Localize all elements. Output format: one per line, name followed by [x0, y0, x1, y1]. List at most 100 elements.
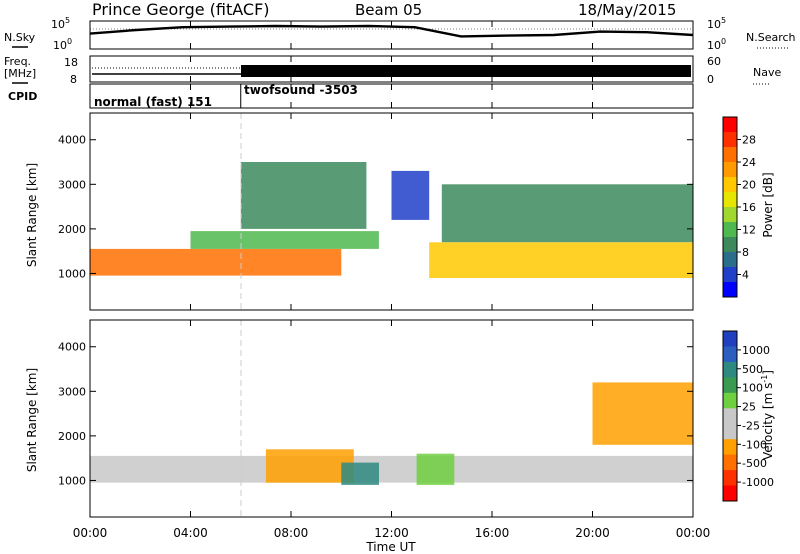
range-tick-label: 1000	[58, 267, 86, 280]
velocity-axis: 1000 2000 3000 4000	[58, 341, 693, 487]
colorbar-swatch	[723, 252, 737, 268]
nsearch-tick-low: 100	[707, 37, 726, 52]
nsky-tick-high: 105	[51, 16, 70, 31]
time-tick-label: 00:00	[676, 526, 711, 540]
freq-tick-high: 18	[64, 56, 78, 69]
range-tick-label: 4000	[58, 341, 86, 354]
freq-nave-block-twofsound	[241, 65, 691, 77]
colorbar-tick-label: 20	[742, 179, 756, 192]
time-axis-ticks: 00:00 04:00 08:00 12:00 16:00 20:00 00:00	[73, 21, 711, 540]
time-tick-label: 16:00	[475, 526, 510, 540]
power-panel: 1000 2000 3000 4000 Slant Range [km]	[25, 112, 694, 311]
nave-label: Nave	[753, 66, 781, 79]
range-tick-label: 1000	[58, 474, 86, 487]
colorbar-swatch	[723, 267, 737, 283]
heatmap-region	[592, 382, 693, 445]
heatmap-region	[240, 162, 367, 229]
colorbar-swatch	[723, 132, 737, 148]
colorbar-swatch	[723, 282, 737, 298]
colorbar-swatch	[723, 423, 737, 440]
colorbar-tick-label: -100	[742, 438, 767, 451]
power-data	[90, 162, 694, 278]
colorbar-tick-label: 24	[742, 156, 756, 169]
nave-tick-high: 60	[707, 55, 721, 68]
nsky-line	[89, 24, 694, 38]
heatmap-region	[90, 248, 342, 276]
freq-label-2: [MHz]	[4, 67, 36, 80]
time-axis-label: Time UT	[365, 540, 416, 554]
heatmap-region	[441, 184, 694, 243]
colorbar-tick-label: 500	[742, 363, 763, 376]
colorbar-tick-label: 100	[742, 382, 763, 395]
colorbar-swatch	[723, 331, 737, 347]
nsearch-tick-high: 105	[707, 16, 726, 31]
heatmap-region	[416, 453, 455, 485]
range-tick-label: 4000	[58, 134, 86, 147]
range-tick-label: 3000	[58, 385, 86, 398]
power-colorbar-label: Power [dB]	[761, 172, 775, 237]
colorbar-tick-label: 4	[742, 269, 749, 282]
colorbar-swatch	[723, 162, 737, 178]
freq-tick-low: 8	[70, 73, 77, 86]
colorbar-tick-label: -25	[742, 419, 760, 432]
station-title: Prince George (fitACF)	[92, 0, 270, 19]
colorbar-swatch	[723, 192, 737, 208]
colorbar-swatch	[723, 207, 737, 223]
colorbar-tick-label: 16	[742, 201, 756, 214]
time-tick-label: 00:00	[73, 526, 108, 540]
cpid-label: CPID	[8, 90, 37, 103]
colorbar-swatch	[723, 408, 737, 425]
colorbar-swatch	[723, 361, 737, 378]
colorbar-tick-label: -1000	[742, 476, 774, 489]
colorbar-swatch	[723, 117, 737, 133]
beam-title: Beam 05	[355, 1, 422, 19]
nsky-tick-low: 100	[53, 37, 72, 52]
power-colorbar: 28 24 20 16 12 8 4	[722, 116, 756, 298]
heatmap-region	[90, 455, 693, 483]
nsky-label: N.Sky	[4, 31, 36, 44]
power-axis: 1000 2000 3000 4000	[58, 134, 693, 280]
colorbar-swatch	[723, 485, 737, 502]
colorbar-swatch	[723, 392, 737, 409]
range-tick-label: 3000	[58, 178, 86, 191]
colorbar-tick-label: 25	[742, 401, 756, 414]
nsearch-label: N.Search	[746, 31, 796, 44]
date-title: 18/May/2015	[578, 1, 676, 19]
range-tick-label: 2000	[58, 430, 86, 443]
velocity-ylabel: Slant Range [km]	[25, 368, 39, 472]
freq-label-1: Freq.	[4, 55, 31, 68]
heatmap-region	[429, 242, 693, 278]
colorbar-tick-label: 1000	[742, 344, 770, 357]
time-tick-label: 20:00	[575, 526, 610, 540]
colorbar-swatch	[723, 222, 737, 238]
time-tick-label: 08:00	[274, 526, 309, 540]
heatmap-region	[265, 449, 354, 483]
cpid-segment-normal: normal (fast) 151	[94, 95, 212, 109]
colorbar-swatch	[723, 377, 737, 394]
time-tick-label: 12:00	[374, 526, 409, 540]
colorbar-tick-label: -500	[742, 457, 767, 470]
colorbar-swatch	[723, 237, 737, 253]
colorbar-swatch	[723, 439, 737, 456]
velocity-panel: 1000 2000 3000 4000 Slant Range [km]	[25, 319, 694, 518]
colorbar-swatch	[723, 346, 737, 363]
colorbar-tick-label: 8	[742, 246, 749, 259]
colorbar-swatch	[723, 147, 737, 163]
heatmap-region	[341, 462, 379, 485]
range-tick-label: 2000	[58, 223, 86, 236]
time-tick-label: 04:00	[173, 526, 208, 540]
cpid-segment-twofsound: twofsound -3503	[244, 83, 358, 97]
colorbar-tick-label: 12	[742, 224, 756, 237]
velocity-colorbar-label: Velocity [m s-1]	[760, 370, 775, 460]
heatmap-region	[190, 231, 379, 249]
colorbar-swatch	[723, 470, 737, 487]
nave-tick-low: 0	[707, 73, 714, 86]
heatmap-region	[391, 170, 430, 220]
colorbar-swatch	[723, 454, 737, 471]
colorbar-tick-label: 28	[742, 134, 756, 147]
colorbar-swatch	[723, 177, 737, 193]
velocity-data	[90, 382, 693, 485]
velocity-colorbar: 1000 500 100 25 -25 -100 -500 -1000	[722, 330, 774, 502]
power-ylabel: Slant Range [km]	[25, 163, 39, 267]
